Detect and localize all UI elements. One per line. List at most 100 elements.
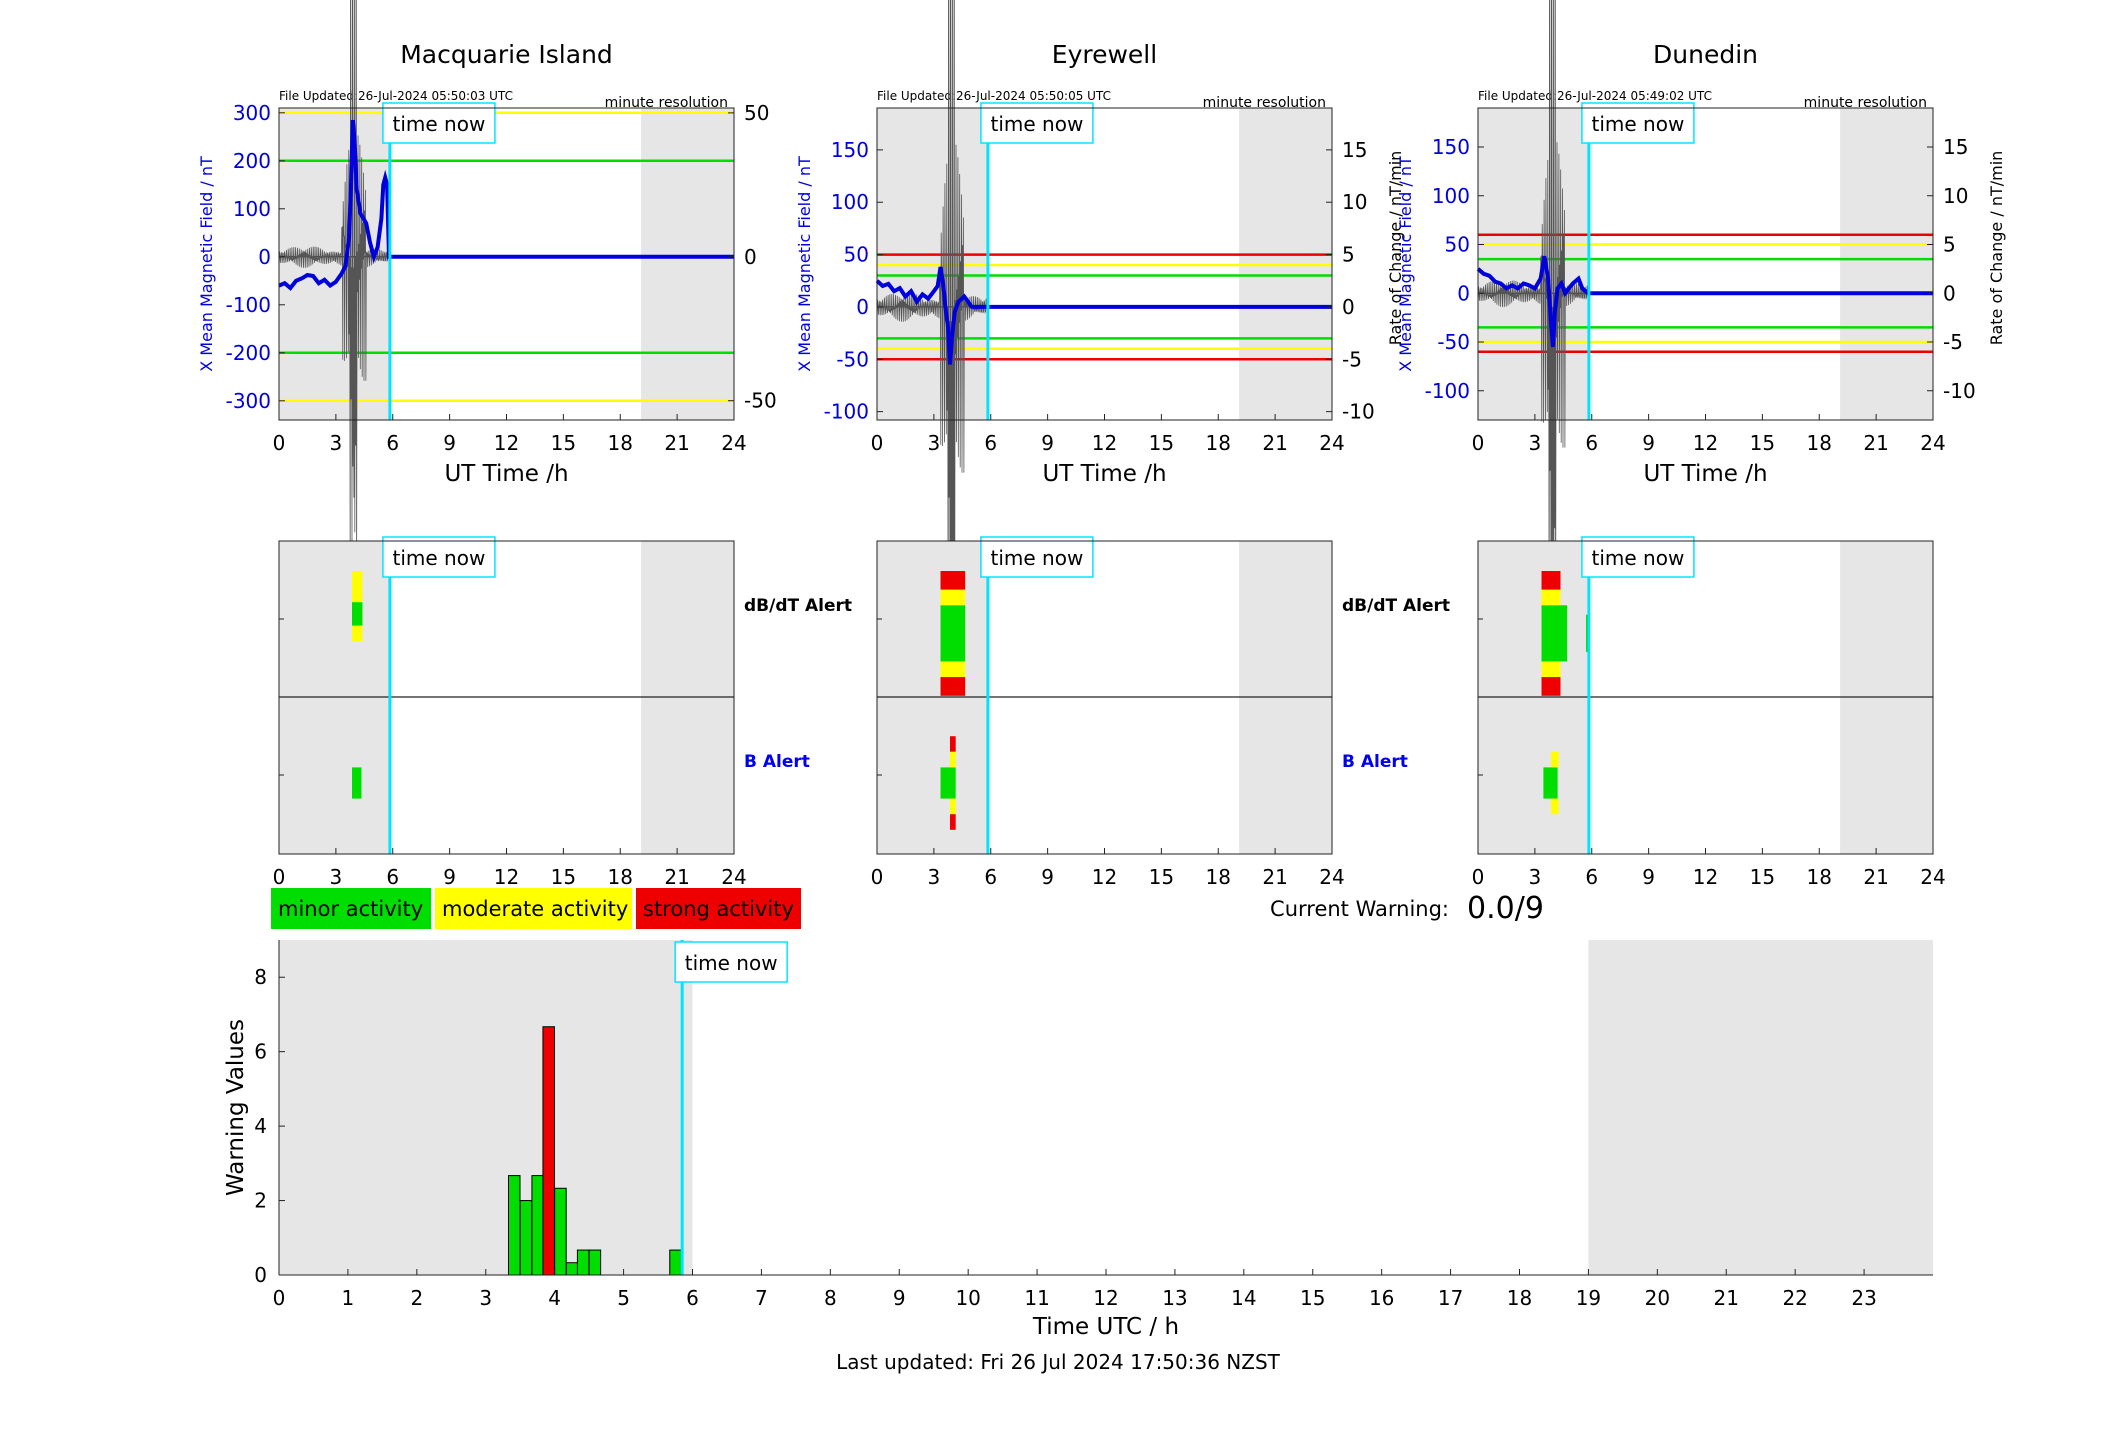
chart-x-axis-label: Time UTC / h bbox=[1032, 1314, 1179, 1340]
alert-x-tick-label: 15 bbox=[1149, 865, 1174, 889]
chart-x-tick-label: 4 bbox=[548, 1286, 561, 1310]
warning-bar-7 bbox=[588, 1249, 602, 1276]
left-tick-label: 100 bbox=[831, 190, 869, 214]
b-alert-label: B Alert bbox=[1342, 752, 1408, 772]
warning-bar-0 bbox=[507, 1175, 521, 1276]
time-now-label: time now bbox=[991, 112, 1084, 136]
alert-x-tick-label: 6 bbox=[386, 865, 399, 889]
dbdt-alert-block-1-0 bbox=[1560, 605, 1568, 662]
right-tick-label: -10 bbox=[1943, 379, 1976, 403]
alert-x-tick-label: 9 bbox=[1041, 865, 1054, 889]
x-tick-label: 0 bbox=[1472, 431, 1485, 455]
station-title: Macquarie Island bbox=[400, 40, 613, 69]
chart-night-shade-1 bbox=[1588, 940, 1933, 1275]
right-tick-label: -50 bbox=[744, 389, 777, 413]
station-panel-0: Macquarie Island File Updated:26-Jul-2024… bbox=[197, 0, 777, 594]
warning-bar-2 bbox=[531, 1175, 544, 1276]
legend-label: minor activity bbox=[278, 897, 423, 921]
alert-x-tick-label: 18 bbox=[608, 865, 633, 889]
right-tick-label: 15 bbox=[1943, 135, 1968, 159]
left-tick-label: 50 bbox=[844, 243, 869, 267]
x-tick-label: 9 bbox=[1642, 431, 1655, 455]
x-tick-label: 12 bbox=[494, 431, 519, 455]
last-updated-footer: Last updated: Fri 26 Jul 2024 17:50:36 N… bbox=[836, 1350, 1281, 1374]
x-axis-label: UT Time /h bbox=[444, 461, 568, 487]
rate-of-change-line bbox=[278, 0, 391, 594]
station-title: Eyrewell bbox=[1052, 40, 1157, 69]
chart-x-tick-label: 14 bbox=[1231, 1286, 1256, 1310]
b-alert-block-1-0 bbox=[949, 736, 956, 752]
chart-y-tick-label: 0 bbox=[254, 1263, 267, 1287]
left-axis-label: X Mean Magnetic Field / nT bbox=[197, 156, 216, 372]
x-tick-label: 12 bbox=[1693, 431, 1718, 455]
chart-x-tick-label: 1 bbox=[342, 1286, 355, 1310]
right-tick-label: 10 bbox=[1342, 190, 1367, 214]
file-updated-label: File Updated:26-Jul-2024 05:49:02 UTC bbox=[1478, 89, 1712, 103]
station-title: Dunedin bbox=[1653, 40, 1758, 69]
dbdt-alert-block-0-3 bbox=[1541, 605, 1561, 662]
chart-x-tick-label: 18 bbox=[1507, 1286, 1532, 1310]
x-tick-label: 9 bbox=[1041, 431, 1054, 455]
x-tick-label: 3 bbox=[1529, 431, 1542, 455]
x-field-line bbox=[278, 119, 734, 291]
right-tick-label: 50 bbox=[744, 101, 769, 125]
chart-y-tick-label: 8 bbox=[254, 965, 267, 989]
x-tick-label: 0 bbox=[273, 431, 286, 455]
dbdt-alert-block-0-2 bbox=[1541, 677, 1561, 696]
resolution-label: minute resolution bbox=[605, 95, 728, 111]
b-alert-block-0-0 bbox=[1543, 767, 1558, 799]
dbdt-alert-label: dB/dT Alert bbox=[744, 596, 852, 616]
dbdt-alert-block-0-0 bbox=[940, 571, 966, 590]
file-updated-label: File Updated:26-Jul-2024 05:50:03 UTC bbox=[279, 89, 513, 103]
alert-x-tick-label: 0 bbox=[1472, 865, 1485, 889]
alert-x-tick-label: 18 bbox=[1807, 865, 1832, 889]
b-alert-block-1-0 bbox=[1550, 751, 1559, 768]
time-now-label: time now bbox=[393, 112, 486, 136]
chart-x-tick-label: 17 bbox=[1438, 1286, 1463, 1310]
night-shade-1 bbox=[641, 108, 734, 420]
right-axis-label: Rate of Change / nT/min bbox=[1987, 151, 2006, 346]
dbdt-alert-label: dB/dT Alert bbox=[1342, 596, 1450, 616]
chart-x-tick-label: 22 bbox=[1782, 1286, 1807, 1310]
alert-x-tick-label: 12 bbox=[1693, 865, 1718, 889]
right-tick-label: -10 bbox=[1342, 400, 1375, 424]
legend-swatch-1 bbox=[435, 888, 632, 929]
chart-x-tick-label: 9 bbox=[893, 1286, 906, 1310]
chart-x-tick-label: 23 bbox=[1851, 1286, 1876, 1310]
dbdt-alert-block-0-3 bbox=[940, 605, 966, 662]
chart-x-tick-label: 16 bbox=[1369, 1286, 1394, 1310]
alert-time-now-box bbox=[382, 536, 496, 578]
alert-x-tick-label: 24 bbox=[1319, 865, 1344, 889]
b-alert-block-0-0 bbox=[940, 767, 956, 799]
left-tick-label: 150 bbox=[831, 138, 869, 162]
b-alert-block-0-0 bbox=[351, 767, 362, 799]
warning-bar-6 bbox=[576, 1249, 590, 1276]
time-now-box bbox=[382, 102, 496, 144]
chart-x-tick-label: 8 bbox=[824, 1286, 837, 1310]
left-tick-label: 150 bbox=[1432, 135, 1470, 159]
alert-panel-1: time now 0 3 6 9 12 15 18 21 24 dB/dT Alert B Alert bbox=[871, 536, 1450, 889]
right-axis-label: Rate of Change / nT/min bbox=[1386, 151, 1405, 346]
x-tick-label: 15 bbox=[1750, 431, 1775, 455]
chart-y-tick-label: 4 bbox=[254, 1114, 267, 1138]
dbdt-alert-block-0-2 bbox=[940, 677, 966, 696]
alert-x-tick-label: 0 bbox=[273, 865, 286, 889]
alert-x-tick-label: 3 bbox=[330, 865, 343, 889]
alert-panel-0: time now 0 3 6 9 12 15 18 21 24 dB/dT Alert B Alert bbox=[273, 536, 852, 889]
chart-x-tick-label: 0 bbox=[273, 1286, 286, 1310]
alert-time-now-label: time now bbox=[1592, 546, 1685, 570]
rate-of-change-line bbox=[876, 0, 989, 757]
file-updated-label: File Updated:26-Jul-2024 05:50:05 UTC bbox=[877, 89, 1111, 103]
chart-time-now-label: time now bbox=[685, 951, 778, 975]
alert-x-tick-label: 24 bbox=[1920, 865, 1945, 889]
left-axis-label: X Mean Magnetic Field / nT bbox=[795, 156, 814, 372]
b-alert-label: B Alert bbox=[744, 752, 810, 772]
x-tick-label: 21 bbox=[1262, 431, 1287, 455]
left-tick-label: 300 bbox=[233, 101, 271, 125]
right-tick-label: 15 bbox=[1342, 138, 1367, 162]
left-tick-label: -50 bbox=[836, 347, 869, 371]
left-tick-label: 0 bbox=[258, 245, 271, 269]
chart-x-tick-label: 5 bbox=[617, 1286, 630, 1310]
left-tick-label: 0 bbox=[1457, 281, 1470, 305]
x-tick-label: 21 bbox=[1863, 431, 1888, 455]
